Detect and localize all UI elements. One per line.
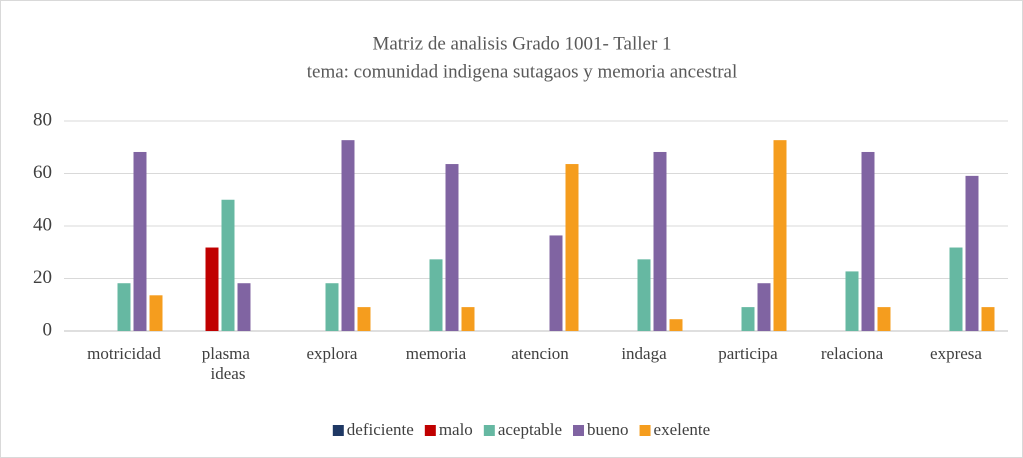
bar	[325, 283, 339, 331]
bar	[237, 283, 251, 331]
bar	[669, 319, 683, 331]
x-tick-label: expresa	[930, 344, 982, 363]
y-tick-label: 40	[33, 214, 52, 235]
y-tick-label: 60	[33, 162, 52, 183]
bar	[445, 164, 459, 331]
legend-label: aceptable	[498, 420, 562, 439]
chart-subtitle: tema: comunidad indigena sutagaos y memo…	[307, 61, 738, 82]
bar	[221, 199, 235, 331]
legend-swatch	[332, 425, 344, 436]
legend-label: malo	[439, 420, 473, 439]
legend-swatch	[639, 425, 651, 436]
x-tick-label: memoria	[406, 344, 467, 363]
bar	[861, 151, 875, 331]
bar	[773, 140, 787, 331]
bar	[981, 307, 995, 331]
bar	[149, 295, 163, 331]
bar	[965, 175, 979, 331]
chart-title: Matriz de analisis Grado 1001- Taller 1	[372, 33, 671, 54]
bar	[117, 283, 131, 331]
bar	[845, 271, 859, 331]
x-tick-label: participa	[718, 344, 778, 363]
y-tick-label: 0	[43, 319, 53, 340]
bar	[133, 151, 147, 331]
legend-swatch	[573, 425, 585, 436]
y-tick-label: 80	[33, 109, 52, 130]
bar	[429, 259, 443, 331]
bar	[741, 307, 755, 331]
x-tick-label: indaga	[621, 344, 667, 363]
legend-label: exelente	[654, 420, 711, 439]
bar	[949, 247, 963, 331]
bar	[565, 164, 579, 331]
bar	[549, 235, 563, 331]
bar	[205, 247, 219, 331]
bar	[877, 307, 891, 331]
legend-swatch	[424, 425, 436, 436]
bar	[357, 307, 371, 331]
legend-label: deficiente	[347, 420, 414, 439]
x-tick-label: relaciona	[821, 344, 884, 363]
bar	[637, 259, 651, 331]
x-tick-label: explora	[307, 344, 358, 363]
y-tick-label: 20	[33, 267, 52, 288]
bar	[653, 151, 667, 331]
bar	[757, 283, 771, 331]
x-tick-label: motricidad	[87, 344, 161, 363]
bar	[461, 307, 475, 331]
x-tick-label: plasma ideas	[202, 344, 254, 383]
x-tick-label: atencion	[511, 344, 569, 363]
legend-label: bueno	[587, 420, 629, 439]
bar	[341, 140, 355, 331]
legend-swatch	[483, 425, 495, 436]
